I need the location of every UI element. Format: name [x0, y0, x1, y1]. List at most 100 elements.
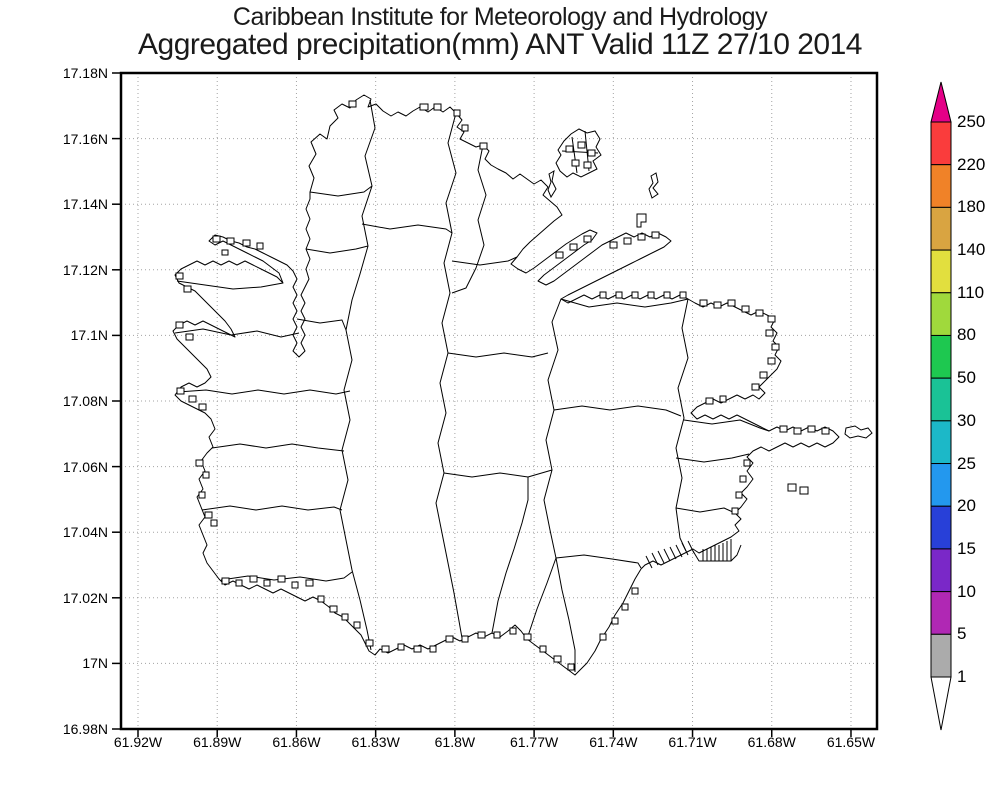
colorbar-label: 20 [957, 496, 976, 516]
coastal-cell [453, 109, 461, 117]
coastal-cell [779, 425, 788, 433]
coastal-cell [256, 242, 264, 250]
offshore-islet [636, 213, 647, 228]
coastal-cell [587, 149, 596, 157]
coastal-cell [577, 141, 586, 149]
y-axis-label: 17.12N [62, 261, 108, 278]
y-axis-label: 17.04N [62, 524, 108, 541]
catchment-boundary [435, 112, 463, 639]
catchment-boundary [526, 557, 557, 640]
coastal-cell [539, 645, 547, 653]
coastal-cell [348, 100, 357, 108]
x-axis-label: 61.65W [826, 734, 876, 750]
colorbar-label: 140 [957, 240, 986, 260]
coastal-cell [699, 299, 708, 307]
colorbar-label: 80 [957, 325, 976, 345]
coastal-cell [242, 239, 251, 247]
coastal-cell [509, 627, 517, 635]
coastal-cell [523, 633, 532, 641]
catchment-boundary [443, 469, 553, 478]
catchment-boundary [176, 280, 284, 290]
colorbar-label: 1 [957, 667, 967, 686]
coastal-cell [198, 491, 206, 499]
coastal-cell [277, 575, 286, 583]
coastal-cell [623, 237, 632, 245]
y-axis-label: 17N [82, 655, 108, 672]
coastal-cell [583, 161, 592, 169]
colorbar-under-arrow [930, 676, 952, 731]
colorbar-segment [930, 420, 952, 465]
coastal-cell [735, 491, 743, 499]
catchment-boundary [657, 550, 665, 564]
coastal-cell [727, 299, 736, 307]
y-axis-label: 17.1N [70, 327, 108, 344]
catchment-boundary [361, 223, 453, 234]
colorbar-segment [930, 334, 952, 379]
plot-border [119, 71, 879, 731]
x-axis-label: 61.8W [434, 734, 476, 750]
coastal-cell [413, 645, 422, 653]
coastline-antigua [172, 94, 840, 676]
coastal-cell [743, 459, 751, 467]
catchment-boundary [296, 318, 347, 331]
coastal-cell [771, 343, 780, 351]
coastal-cell [569, 243, 578, 251]
coastal-cell [221, 249, 229, 256]
coastal-cell [637, 233, 646, 241]
coastal-cell [799, 486, 809, 495]
coastal-cell [263, 579, 271, 587]
coastal-cell [249, 575, 258, 583]
catchment-boundary [491, 477, 529, 634]
colorbar-label: 50 [957, 368, 976, 388]
coastal-cell [317, 595, 325, 603]
catchment-boundary [675, 453, 750, 463]
coastal-cell [212, 235, 221, 243]
coastal-cell [235, 579, 243, 587]
y-axis-label: 17.18N [62, 65, 108, 81]
catchment-boundary [687, 540, 695, 554]
catchment-boundary [211, 443, 345, 452]
catchment-boundary [683, 419, 770, 432]
x-axis-label: 61.89W [193, 734, 242, 750]
coastal-cell [305, 579, 314, 587]
coastal-cell [226, 237, 235, 245]
coastal-cell [204, 511, 213, 519]
coastal-cell [713, 301, 722, 309]
coastal-cell [765, 329, 774, 337]
coastal-cell [787, 483, 797, 492]
coastal-cell [631, 291, 639, 299]
catchment-boundary [451, 256, 518, 266]
y-axis-label: 17.06N [62, 458, 108, 475]
coastal-cell [185, 333, 194, 341]
coastal-cell [493, 631, 501, 639]
coastal-cell [565, 145, 574, 153]
coastal-cell [477, 631, 486, 639]
coastal-cell [429, 645, 437, 653]
catchment-boundary [177, 389, 351, 395]
colorbar-segment [930, 633, 952, 678]
catchment-boundary [681, 542, 689, 556]
coastal-cell [793, 427, 802, 435]
x-axis-label: 61.83W [351, 734, 400, 750]
colorbar-segment [930, 377, 952, 422]
title-line-2: Aggregated precipitation(mm) ANT Valid 1… [138, 28, 862, 61]
coastal-cell [755, 309, 764, 317]
catchment-boundary [174, 328, 300, 338]
x-axis-label: 61.68W [747, 734, 796, 750]
catchment-boundary [309, 185, 373, 197]
colorbar-segment [930, 206, 952, 251]
coastal-cell [599, 291, 607, 299]
coastal-cell [807, 425, 816, 433]
colorbar-label: 25 [957, 453, 976, 473]
colorbar-segment [930, 591, 952, 635]
coastal-cell [419, 103, 429, 111]
colorbar-label: 110 [957, 282, 985, 302]
catchment-boundary [201, 505, 343, 511]
colorbar-label: 5 [957, 624, 967, 644]
catchment-boundary [339, 99, 376, 651]
x-axis-label: 61.77W [509, 734, 559, 750]
catchment-boundary [447, 352, 549, 358]
coastal-cell [651, 231, 660, 239]
coastal-cell [611, 617, 619, 625]
